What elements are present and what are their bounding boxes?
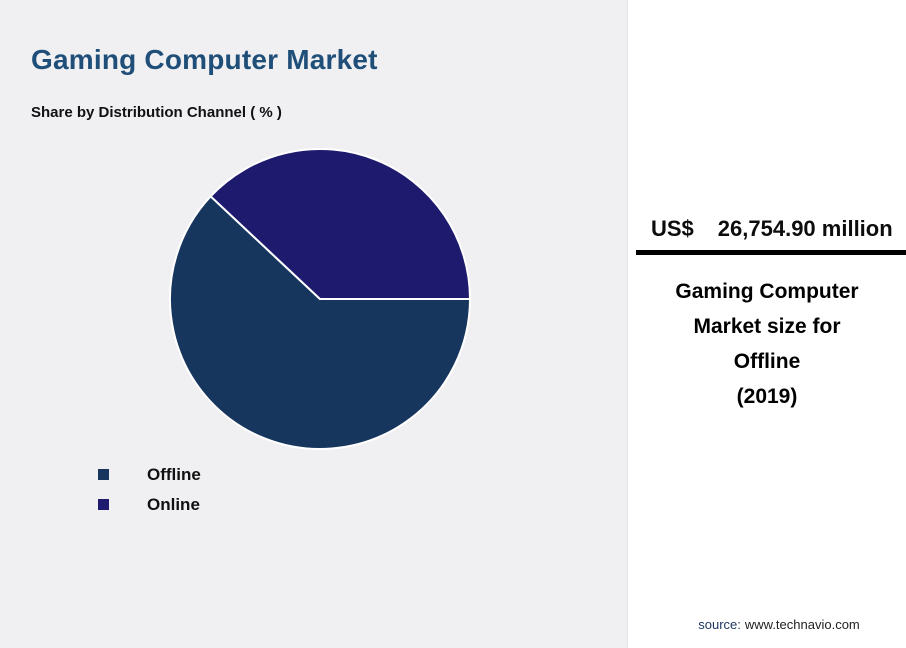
- source-url: www.technavio.com: [744, 617, 860, 632]
- description-line: Gaming Computer: [675, 280, 859, 303]
- pie-chart: [169, 148, 472, 450]
- legend-swatch-icon: [98, 469, 109, 480]
- description-line: (2019): [736, 385, 798, 408]
- source-label: source:: [698, 617, 741, 632]
- page-title: Gaming Computer Market: [31, 44, 378, 75]
- callout-panel: US$ 26,754.90 million Gaming Computer Mark…: [627, 0, 906, 648]
- legend-item-online: Online: [98, 494, 201, 515]
- pie-slice-offline: [169, 194, 472, 450]
- currency-label: US$: [651, 216, 694, 241]
- description-line: Offline: [733, 350, 801, 373]
- value-description: Gaming Computer Market size for Offline (20…: [628, 274, 906, 414]
- pie-slice-online: [209, 148, 472, 300]
- divider-line: [636, 250, 906, 255]
- chart-legend: Offline Online: [98, 464, 201, 524]
- source-credit: source: www.technavio.com: [628, 617, 906, 632]
- chart-panel: Gaming Computer Market Share by Distribu…: [0, 0, 627, 648]
- legend-label: Offline: [147, 464, 201, 484]
- legend-label: Online: [147, 494, 200, 514]
- market-value: US$ 26,754.90 million: [651, 216, 893, 242]
- legend-swatch-icon: [98, 499, 109, 510]
- value-amount: 26,754.90 million: [717, 216, 893, 241]
- legend-item-offline: Offline: [98, 464, 201, 485]
- description-line: Market size for: [693, 315, 841, 338]
- chart-subtitle: Share by Distribution Channel ( % ): [31, 104, 282, 121]
